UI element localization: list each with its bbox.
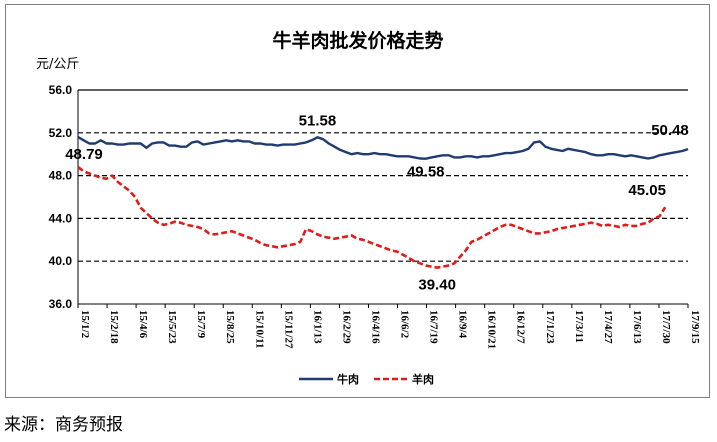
x-tick-label: 17/1/23 bbox=[544, 310, 556, 344]
x-tick-label: 15/8/25 bbox=[224, 310, 236, 344]
x-tick-label: 17/6/13 bbox=[631, 310, 643, 344]
x-tick-labels: 15/1/2 15/2/18 15/4/6 15/5/23 15/7/9 15/8/25 1… bbox=[77, 304, 701, 349]
source-note: 来源：商务预报 bbox=[4, 415, 123, 435]
legend-label: 牛肉 bbox=[337, 372, 359, 386]
chart-frame: 牛羊肉批发价格走势 元/公斤 56.0 52.0 48.0 44.0 40.0 36.0 … bbox=[5, 4, 710, 398]
x-tick-label: 15/2/18 bbox=[108, 310, 120, 344]
x-tick-label: 16/1/13 bbox=[311, 310, 323, 344]
axes bbox=[77, 90, 688, 305]
x-tick-label: 16/9/4 bbox=[457, 310, 469, 339]
y-tick-label: 52.0 bbox=[49, 126, 73, 140]
y-tick-label: 56.0 bbox=[49, 83, 73, 97]
y-tick-label: 40.0 bbox=[49, 254, 73, 268]
x-tick-label: 15/1/2 bbox=[79, 310, 91, 339]
chart-title: 牛羊肉批发价格走势 bbox=[272, 29, 443, 52]
y-axis-unit: 元/公斤 bbox=[36, 57, 79, 72]
data-label: 51.58 bbox=[299, 112, 337, 129]
y-tick-label: 36.0 bbox=[49, 297, 73, 311]
x-tick-label: 16/7/19 bbox=[428, 310, 440, 344]
x-tick-label: 15/4/6 bbox=[137, 310, 149, 339]
series-line-beef bbox=[77, 136, 689, 160]
x-tick-label: 16/2/29 bbox=[340, 310, 352, 344]
x-tick-label: 16/12/7 bbox=[515, 310, 527, 344]
x-tick-label: 17/7/30 bbox=[660, 310, 672, 344]
x-tick-label: 17/4/27 bbox=[602, 310, 614, 344]
data-label: 39.40 bbox=[418, 277, 456, 294]
x-tick-label: 15/11/27 bbox=[282, 310, 294, 349]
legend-label: 羊肉 bbox=[412, 372, 434, 386]
x-tick-label: 16/4/16 bbox=[369, 310, 381, 344]
x-tick-label: 15/7/9 bbox=[195, 310, 207, 339]
chart-canvas: 牛羊肉批发价格走势 元/公斤 56.052.048.044.040.036.0 … bbox=[36, 29, 701, 386]
x-tick-label: 16/6/2 bbox=[399, 310, 411, 339]
gridlines bbox=[78, 89, 688, 262]
x-tick-label: 15/10/11 bbox=[253, 310, 265, 349]
data-label: 50.48 bbox=[651, 122, 689, 139]
series-lines bbox=[77, 136, 689, 269]
y-tick-label: 48.0 bbox=[49, 169, 73, 183]
data-annotations: 51.58 48.79 49.58 39.40 50.48 45.05 bbox=[65, 112, 689, 293]
series-line-mutton bbox=[77, 166, 667, 269]
legend: 牛肉 羊肉 bbox=[299, 372, 434, 386]
x-tick-label: 17/3/11 bbox=[573, 310, 585, 343]
x-tick-label: 15/5/23 bbox=[166, 310, 178, 344]
x-tick-label: 16/10/21 bbox=[486, 310, 498, 349]
x-tick-label: 17/9/15 bbox=[689, 310, 701, 344]
data-label: 48.79 bbox=[65, 146, 103, 163]
data-label: 45.05 bbox=[628, 182, 666, 199]
data-label: 49.58 bbox=[407, 164, 445, 181]
y-tick-labels: 56.0 52.0 48.0 44.0 40.0 36.0 bbox=[49, 83, 73, 311]
y-tick-label: 44.0 bbox=[49, 211, 73, 225]
